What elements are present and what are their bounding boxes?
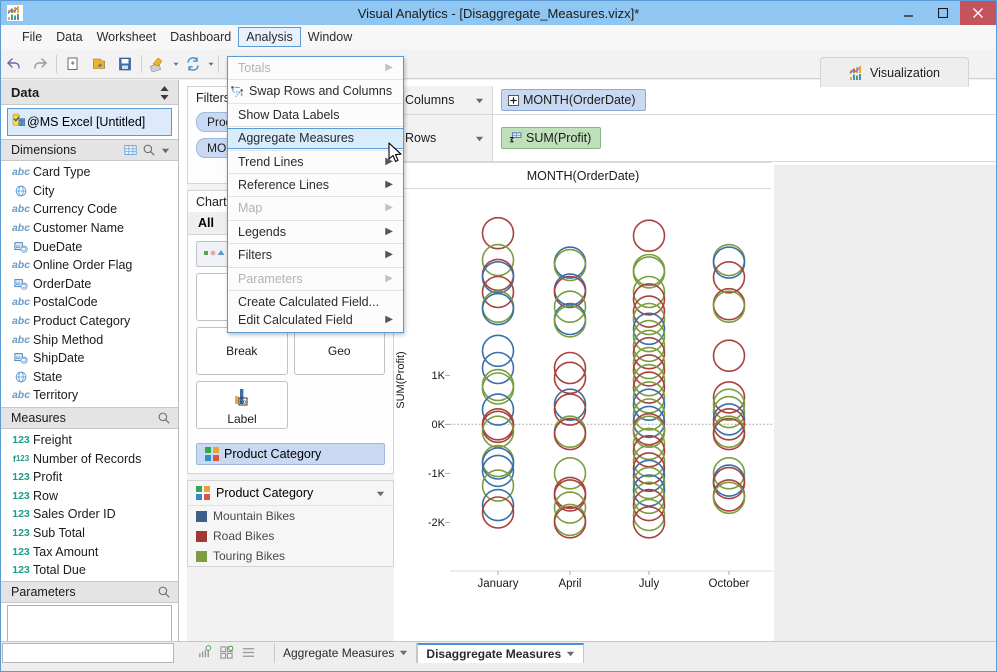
svg-text:LO: LO (240, 399, 247, 404)
